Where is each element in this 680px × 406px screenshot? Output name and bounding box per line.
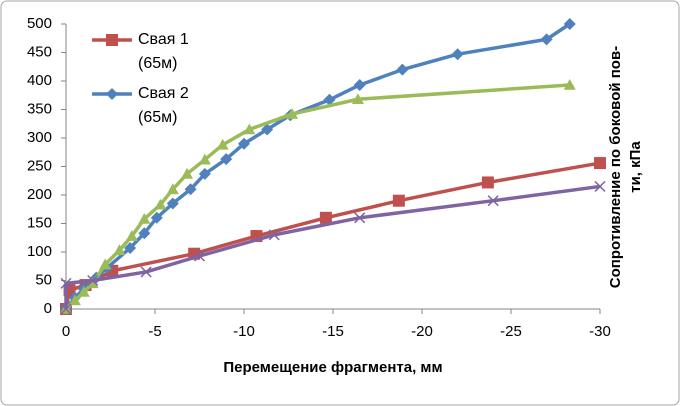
y-axis-label: ти, кПа — [627, 141, 644, 193]
x-tick-label: -25 — [500, 323, 522, 340]
marker — [124, 242, 137, 255]
legend: Свая 1 (65м) Свая 2 (65м) — [90, 28, 216, 136]
x-tick-label: -10 — [233, 323, 255, 340]
y-tick-label: 450 — [27, 43, 52, 60]
y-tick-label: 300 — [27, 129, 52, 146]
y-tick-label: 150 — [27, 214, 52, 231]
marker — [140, 266, 152, 278]
marker — [238, 137, 250, 150]
x-tick-label: -30 — [589, 323, 611, 340]
marker — [268, 229, 280, 241]
marker — [86, 277, 99, 289]
marker — [150, 211, 163, 224]
marker — [87, 274, 99, 287]
x-tick-label: -20 — [411, 323, 433, 340]
marker — [392, 194, 405, 207]
x-tick-label: -5 — [148, 323, 161, 340]
marker — [481, 176, 494, 189]
marker — [286, 108, 299, 119]
y-tick-label: 0 — [44, 300, 52, 317]
y-axis-label: Сопротивление по боковой пов- — [607, 46, 624, 288]
marker — [353, 78, 366, 91]
marker — [487, 195, 499, 207]
legend-label: Свая 2 (65м) — [138, 85, 189, 126]
marker — [184, 183, 197, 196]
legend-label: Свая 1 (65м) — [138, 31, 189, 72]
y-tick-label: 100 — [27, 243, 52, 260]
marker — [220, 153, 233, 166]
marker — [181, 167, 194, 179]
y-tick-label: 200 — [27, 186, 52, 203]
marker — [68, 294, 81, 306]
marker — [351, 93, 364, 105]
marker — [563, 18, 576, 30]
y-tick-label: 350 — [27, 100, 52, 117]
marker — [216, 138, 229, 150]
legend-item: Свая 2 (65м) — [90, 82, 216, 130]
marker — [261, 123, 274, 136]
y-tick-label: 400 — [27, 72, 52, 89]
marker — [319, 211, 332, 224]
y-tick-label: 250 — [27, 157, 52, 174]
x-axis-label: Перемещение фрагмента, мм — [223, 359, 442, 376]
marker — [113, 244, 126, 256]
x-tick-label: 0 — [62, 323, 70, 340]
marker — [166, 183, 179, 195]
y-tick-label: 500 — [27, 15, 52, 32]
marker — [60, 303, 72, 315]
marker — [125, 230, 138, 241]
marker — [540, 33, 553, 46]
marker — [354, 212, 366, 224]
marker — [77, 285, 90, 297]
marker — [323, 93, 336, 106]
marker — [594, 180, 606, 192]
marker — [198, 153, 211, 165]
marker — [166, 197, 179, 210]
marker — [198, 167, 211, 180]
legend-swatch — [92, 34, 132, 46]
legend-swatch — [92, 88, 132, 100]
marker — [63, 284, 76, 297]
marker — [594, 157, 606, 170]
marker — [138, 227, 151, 240]
marker — [193, 250, 206, 262]
marker — [451, 48, 464, 61]
marker — [138, 212, 151, 224]
y-tick-label: 50 — [35, 271, 52, 288]
series-line — [64, 161, 601, 310]
marker — [106, 88, 118, 100]
marker — [243, 123, 256, 135]
legend-item: Свая 1 (65м) — [90, 28, 216, 76]
marker — [396, 63, 409, 76]
marker — [563, 78, 576, 90]
marker — [60, 277, 72, 289]
x-tick-label: -15 — [322, 323, 344, 340]
marker — [106, 34, 118, 46]
marker — [154, 198, 167, 210]
marker — [99, 258, 112, 270]
